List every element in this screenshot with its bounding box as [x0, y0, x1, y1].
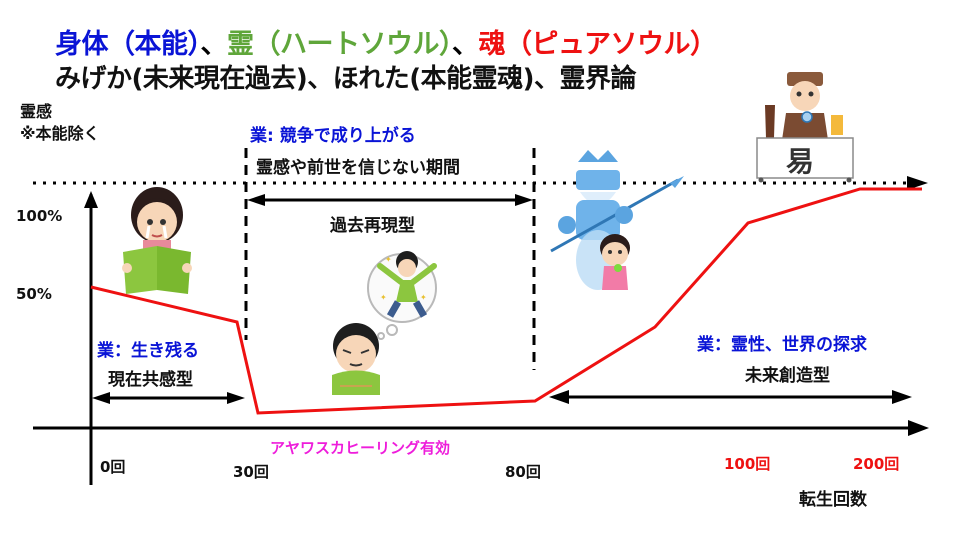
fortune-sign-label: 易 — [786, 145, 815, 178]
x-tick-100: 100回 — [724, 455, 771, 473]
future-karma-label: 業：霊性、世界の探求 — [697, 335, 867, 355]
future-type-label: 未来創造型 — [745, 366, 830, 386]
y-axis-label: 霊感 ※本能除く — [20, 101, 100, 145]
past-range-right-arrow-icon — [515, 194, 533, 206]
past-note-label: 霊感や前世を信じない期間 — [256, 158, 460, 178]
past-type-label: 過去再現型 — [330, 216, 415, 236]
present-type-label: 現在共感型 — [108, 370, 193, 390]
future-range-left-arrow-icon — [549, 390, 569, 404]
y-tick-100: 100% — [16, 207, 63, 225]
y-axis-label-main: 霊感 — [20, 102, 53, 121]
title-line-1: 身体（本能）、霊（ハートソウル）、魂（ピュアソウル） — [55, 22, 717, 61]
samurai-guardian-spirit-illustration — [550, 150, 684, 290]
y-axis-arrow-icon — [84, 191, 98, 208]
svg-text:✦: ✦ — [420, 293, 427, 302]
title-soul: 魂（ピュアソウル） — [478, 29, 717, 60]
title-sep-2: 、 — [452, 29, 479, 60]
x-tick-30: 30回 — [233, 463, 269, 481]
title-body: 身体（本能） — [55, 29, 201, 60]
ayahuasca-healing-label: アヤワスカヒーリング有効 — [270, 439, 451, 457]
x-axis-arrow-icon — [908, 420, 929, 436]
x-tick-80: 80回 — [505, 463, 541, 481]
present-karma-label: 業：生き残る — [97, 341, 199, 361]
fortune-teller-illustration — [756, 72, 854, 183]
past-karma-label: 業: 競争で成り上がる — [250, 126, 416, 146]
x-axis-label: 転生回数 — [799, 490, 867, 510]
reference-arrow-icon — [907, 176, 928, 190]
svg-text:✦: ✦ — [385, 255, 392, 264]
title-line-2: みげか(未来現在過去)、ほれた(本能霊魂)、霊界論 — [55, 64, 637, 94]
future-range-right-arrow-icon — [892, 390, 912, 404]
svg-text:✦: ✦ — [380, 293, 387, 302]
y-axis-label-note: ※本能除く — [20, 124, 100, 143]
present-range-right-arrow-icon — [227, 392, 245, 404]
spiritual-sense-curve — [90, 187, 922, 415]
past-range-left-arrow-icon — [247, 194, 265, 206]
x-tick-200: 200回 — [853, 455, 900, 473]
crying-girl-reading-illustration — [122, 187, 192, 294]
present-range-left-arrow-icon — [92, 392, 110, 404]
y-tick-50: 50% — [16, 285, 52, 303]
title-spirit: 霊（ハートソウル） — [227, 29, 453, 60]
x-tick-0: 0回 — [100, 458, 126, 476]
thinking-boy-dream-illustration: ✦ ✦ ✦ — [332, 251, 437, 395]
title-sep-1: 、 — [200, 29, 228, 60]
